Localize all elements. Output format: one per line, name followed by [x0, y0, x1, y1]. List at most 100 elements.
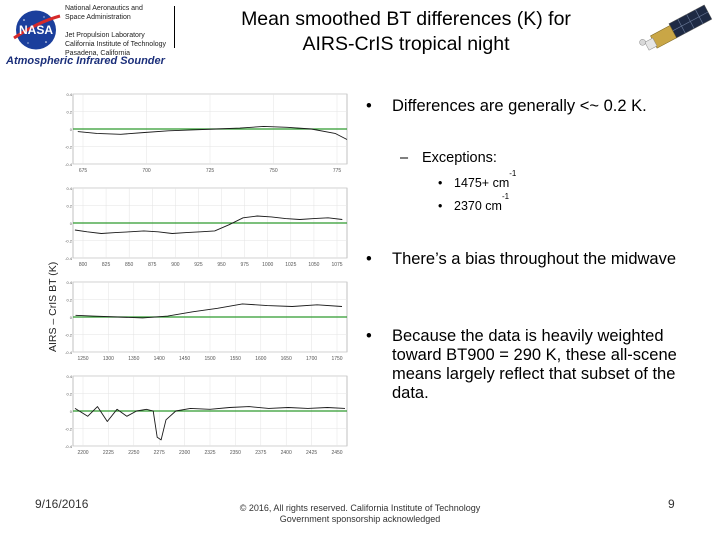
- x-tick-label: 700: [142, 168, 151, 174]
- chart-panel-3: 0.4 0.2 0 -0.2 -0.4 1250 1300 1350 1400 1450 1500 1…: [65, 278, 355, 370]
- nasa-logo: NASA: [13, 10, 61, 50]
- org-line-5: Pasadena, California: [65, 50, 130, 57]
- x-tick-label: 1350: [128, 356, 139, 362]
- y-tick-label: -0.4: [65, 162, 73, 167]
- x-tick-label: 2300: [179, 450, 190, 456]
- slide-date: 9/16/2016: [35, 497, 89, 511]
- y-tick-label: 0: [70, 409, 73, 414]
- chart-2: 0.4 0.2 0 -0.2 -0.4 800 825 850 875 900 925 950 975 1…: [65, 186, 348, 268]
- x-tick-label: 975: [240, 262, 249, 268]
- y-tick-label: -0.2: [65, 239, 73, 244]
- x-tick-label: 1750: [331, 356, 342, 362]
- y-tick-label: 0.4: [66, 92, 72, 97]
- series-line: [75, 303, 343, 319]
- x-tick-label: 875: [148, 262, 157, 268]
- header-divider: [174, 6, 175, 48]
- x-tick-label: 750: [269, 168, 278, 174]
- copyright-line-2: Government sponsorship acknowledged: [279, 514, 441, 524]
- bullet-marker: •: [366, 327, 372, 345]
- y-tick-label: 0: [70, 127, 73, 132]
- slide-title-line-1: Mean smoothed BT differences (K) for: [241, 8, 571, 30]
- bullet-3: • Because the data is heavily weighted t…: [366, 327, 706, 403]
- x-tick-label: 850: [125, 262, 134, 268]
- y-tick-label: -0.2: [65, 333, 73, 338]
- x-tick-label: 2325: [204, 450, 215, 456]
- y-tick-label: 0.2: [66, 204, 72, 209]
- series-line: [74, 406, 346, 441]
- x-tick-label: 675: [79, 168, 88, 174]
- x-tick-label: 1550: [230, 356, 241, 362]
- x-tick-label: 1075: [331, 262, 342, 268]
- org-line-3: Jet Propulsion Laboratory: [65, 32, 145, 39]
- page-number: 9: [668, 497, 675, 511]
- copyright-line-1: © 2016, All rights reserved. California …: [239, 503, 481, 513]
- org-line-1: National Aeronautics and: [65, 5, 143, 12]
- x-tick-label: 1700: [306, 356, 317, 362]
- x-tick-label: 1300: [103, 356, 114, 362]
- org-line-2: Space Administration: [65, 14, 131, 21]
- bullet-3-text: Because the data is heavily weighted tow…: [392, 327, 677, 402]
- x-tick-label: 800: [79, 262, 88, 268]
- nasa-logo-text: NASA: [19, 23, 53, 37]
- x-tick-label: 2200: [77, 450, 88, 456]
- chart-panel-1: 0.4 0.2 0 -0.2 -0.4 675 700 725 750 775: [65, 90, 355, 182]
- x-tick-label: 2400: [281, 450, 292, 456]
- y-tick-label: 0: [70, 221, 73, 226]
- series-line: [77, 125, 348, 140]
- x-tick-label: 1500: [204, 356, 215, 362]
- x-tick-label: 900: [171, 262, 180, 268]
- chart-1: 0.4 0.2 0 -0.2 -0.4 675 700 725 750 775: [65, 92, 348, 174]
- y-tick-label: 0.4: [66, 186, 72, 191]
- bullet-1-text: Differences are generally <~ 0.2 K.: [392, 97, 647, 115]
- bullet-marker: •: [366, 250, 372, 268]
- y-tick-label: -0.4: [65, 256, 73, 261]
- organization-block: National Aeronautics and Space Administr…: [65, 4, 183, 58]
- y-tick-label: 0.4: [66, 280, 72, 285]
- exception-item-1: • 1475+ cm -1: [438, 169, 517, 193]
- chart-4: 0.4 0.2 0 -0.2 -0.4 2200 2225 2250 2275 2300 2325 2…: [65, 374, 348, 456]
- slide-title: Mean smoothed BT differences (K) for AIR…: [196, 7, 616, 57]
- copyright-notice: © 2016, All rights reserved. California …: [200, 503, 520, 525]
- y-tick-label: 0.4: [66, 374, 72, 379]
- bullet-2: • There’s a bias throughout the midwave: [366, 250, 706, 269]
- sub-bullet-exceptions: – Exceptions:: [400, 149, 497, 168]
- x-tick-label: 1025: [285, 262, 296, 268]
- x-tick-label: 925: [194, 262, 203, 268]
- x-tick-label: 2250: [128, 450, 139, 456]
- y-tick-label: 0.2: [66, 298, 72, 303]
- slide-title-line-2: AIRS-CrIS tropical night: [302, 33, 510, 55]
- x-tick-label: 2225: [103, 450, 114, 456]
- x-tick-label: 775: [333, 168, 342, 174]
- dash-marker: –: [400, 150, 409, 166]
- instrument-name: Atmospheric Infrared Sounder: [6, 55, 165, 67]
- x-tick-label: 725: [206, 168, 215, 174]
- org-line-4: California Institute of Technology: [65, 41, 167, 48]
- x-tick-label: 1050: [308, 262, 319, 268]
- exception-item-2: • 2370 cm -1: [438, 193, 509, 216]
- series-line: [74, 215, 343, 234]
- exceptions-label: Exceptions:: [422, 150, 497, 166]
- y-tick-label: -0.4: [65, 444, 73, 449]
- chart-panel-2: 0.4 0.2 0 -0.2 -0.4 800 825 850 875 900 925 950 975 1…: [65, 184, 355, 276]
- x-tick-label: 1250: [77, 356, 88, 362]
- x-tick-label: 1650: [281, 356, 292, 362]
- y-tick-label: 0.2: [66, 392, 72, 397]
- bullet-marker: •: [438, 199, 443, 213]
- x-tick-label: 825: [102, 262, 111, 268]
- bullet-marker: •: [438, 176, 443, 190]
- x-tick-label: 2375: [255, 450, 266, 456]
- x-tick-label: 2275: [154, 450, 165, 456]
- x-tick-label: 2425: [306, 450, 317, 456]
- x-tick-label: 1400: [154, 356, 165, 362]
- chart-panel-4: 0.4 0.2 0 -0.2 -0.4 2200 2225 2250 2275 2300 2325 2…: [65, 372, 355, 482]
- bullet-marker: •: [366, 97, 372, 115]
- exception-1-sup: -1: [509, 169, 517, 178]
- y-tick-label: -0.2: [65, 145, 73, 150]
- exception-2-text: 2370 cm: [454, 199, 502, 213]
- y-tick-label: -0.4: [65, 350, 73, 355]
- exception-1-text: 1475+ cm: [454, 176, 510, 190]
- y-tick-label: 0.2: [66, 110, 72, 115]
- satellite-icon: [639, 4, 713, 51]
- bullet-2-text: There’s a bias throughout the midwave: [392, 250, 677, 268]
- x-tick-label: 1450: [179, 356, 190, 362]
